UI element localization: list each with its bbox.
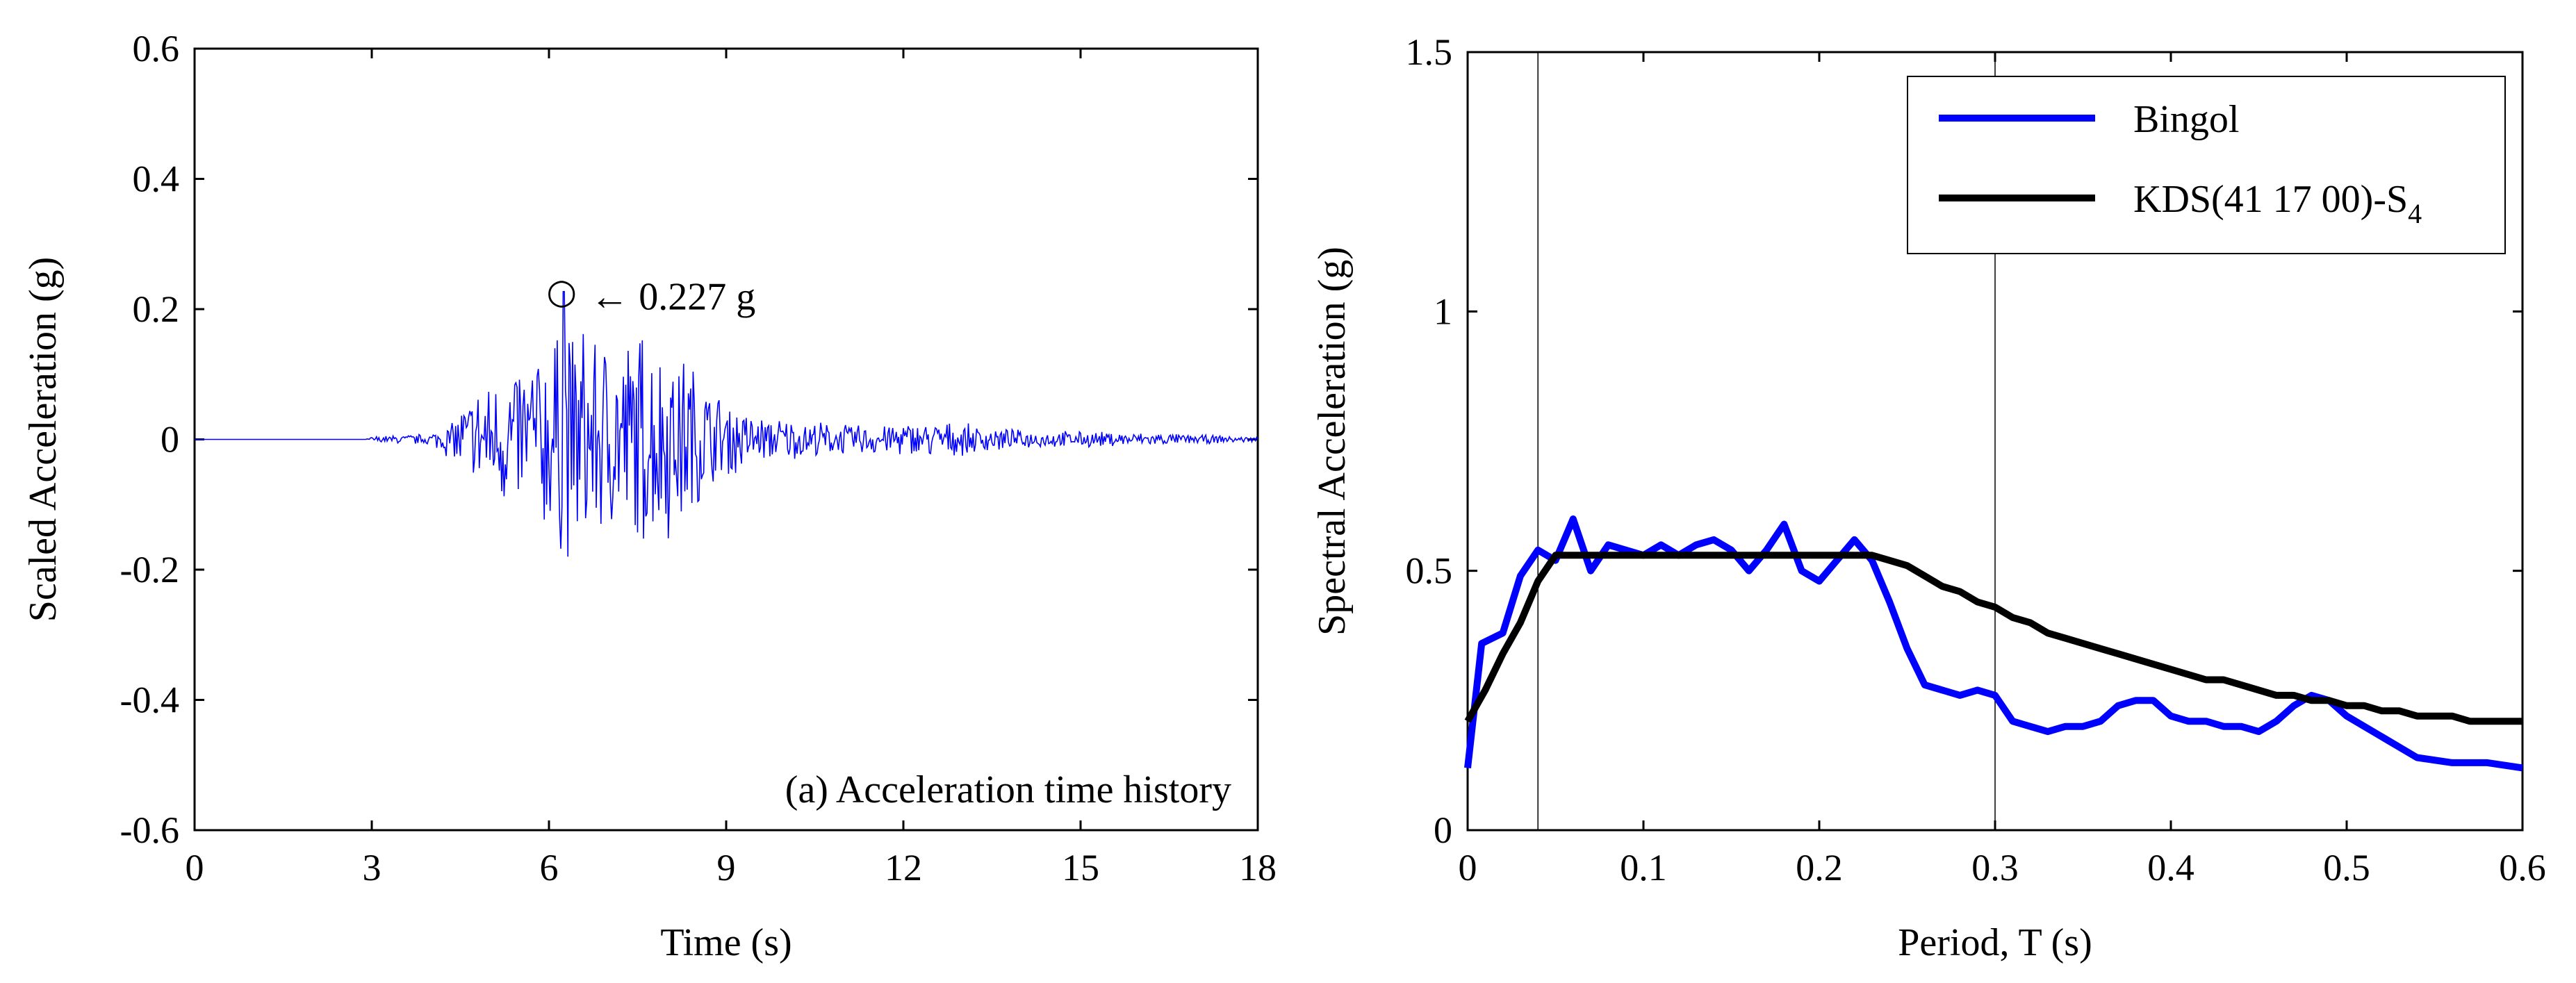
- legend-label-bingol: Bingol: [2133, 98, 2239, 141]
- x-axis-label: Period, T (s): [1898, 921, 2092, 964]
- y-tick-label: 0: [1434, 809, 1452, 851]
- y-tick-label: -0.2: [120, 549, 179, 590]
- y-tick-label: -0.4: [120, 679, 179, 721]
- y-tick-label: 1.5: [1406, 31, 1453, 73]
- x-tick-label: 18: [1239, 847, 1277, 889]
- y-tick-label: 0.2: [133, 288, 180, 330]
- y-tick-label: 0.5: [1406, 550, 1453, 592]
- x-tick-label: 0.6: [2499, 847, 2546, 889]
- legend-box: [1907, 76, 2506, 254]
- y-tick-label: 0: [161, 419, 179, 461]
- y-tick-label: 1: [1434, 290, 1452, 332]
- series-line-bingol: [1464, 515, 2523, 772]
- x-tick-label: 0: [186, 847, 204, 889]
- panel-caption: (a) Acceleration time history: [785, 768, 1231, 811]
- y-tick-label: -0.6: [120, 809, 179, 851]
- left-chart: 0 3 6 9 12 15 18 -0.6 -0.4 -0.2 0 0.2 0.4 0.6 ○ ← 0.2…: [22, 28, 1277, 964]
- x-tick-label: 0: [1459, 847, 1477, 889]
- series-line-kds: [1464, 552, 2522, 725]
- x-tick-label: 0.1: [1620, 847, 1667, 889]
- x-tick-label: 0.2: [1796, 847, 1843, 889]
- x-axis-label: Time (s): [660, 921, 791, 964]
- right-chart: 0 0.1 0.2 0.3 0.4 0.5 0.6 0 0.5 1 1.5 Bingol KDS(4…: [1311, 31, 2546, 964]
- x-tick-label: 3: [363, 847, 382, 889]
- legend: Bingol KDS(41 17 00)-S4: [1907, 76, 2506, 254]
- x-tick-label: 15: [1062, 847, 1099, 889]
- y-tick-label: 0.6: [133, 28, 180, 69]
- x-tick-label: 6: [540, 847, 559, 889]
- y-axis-label: Spectral Acceleration (g): [1311, 247, 1354, 636]
- legend-label-kds: KDS(41 17 00)-S4: [2133, 178, 2422, 229]
- peak-annotation: ← 0.227 g: [590, 276, 755, 319]
- y-axis-label: Scaled Acceleration (g): [22, 257, 65, 622]
- x-tick-label: 0.3: [1971, 847, 2019, 889]
- series-line-acceleration: [195, 290, 1258, 557]
- x-tick-label: 0.4: [2147, 847, 2194, 889]
- peak-marker-icon: ○: [546, 272, 577, 312]
- x-tick-label: 9: [717, 847, 736, 889]
- x-tick-label: 12: [885, 847, 922, 889]
- x-tick-label: 0.5: [2323, 847, 2370, 889]
- y-tick-label: 0.4: [133, 158, 180, 200]
